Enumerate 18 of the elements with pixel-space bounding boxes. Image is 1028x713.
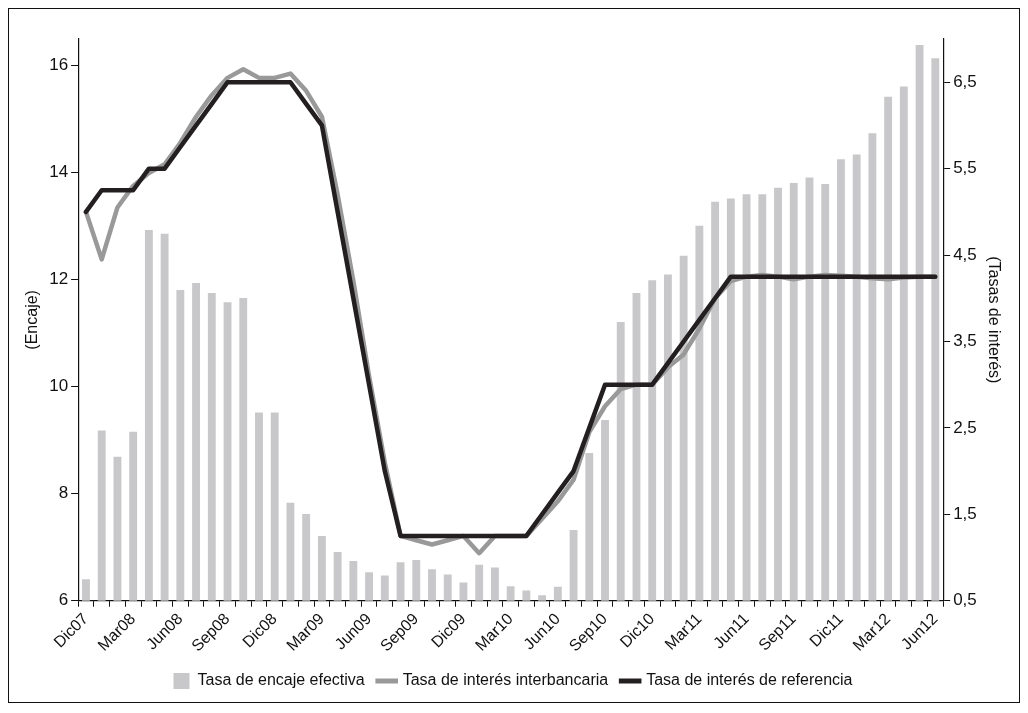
y-tick-label: 8 [58, 483, 69, 503]
y2-tick-label: 0,5 [953, 590, 977, 610]
y-tick-label: 10 [49, 376, 69, 396]
y2-tick-label: 4,5 [953, 244, 977, 264]
y2-tick-label: 6,5 [953, 71, 977, 91]
y-tick-label: 16 [49, 55, 69, 75]
legend-label: Tasa de encaje efectiva [197, 671, 365, 689]
y-tick-label: 14 [49, 162, 69, 182]
legend-label: Tasa de interés de referencia [646, 671, 853, 689]
y2-tick-label: 5,5 [953, 158, 977, 178]
y2-axis-title: (Tasas de interés) [985, 256, 1003, 384]
y-tick-label: 12 [49, 269, 69, 289]
y-tick-label: 6 [58, 590, 69, 610]
legend-label: Tasa de interés interbancaria [402, 671, 609, 689]
y-axis-title: (Encaje) [23, 290, 41, 350]
y2-tick-label: 2,5 [953, 417, 977, 437]
y2-tick-label: 1,5 [953, 503, 977, 523]
y2-tick-label: 3,5 [953, 331, 977, 351]
